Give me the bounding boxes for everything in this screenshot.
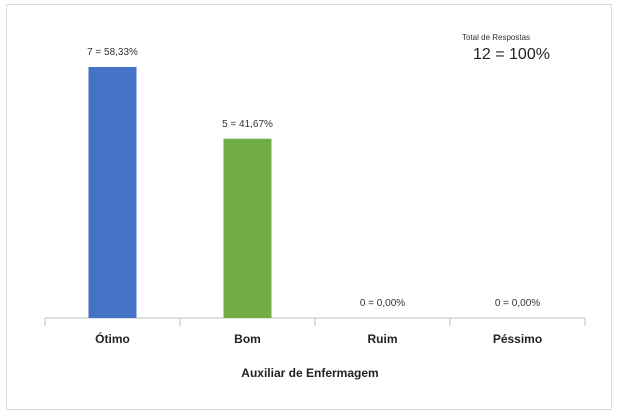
category-label: Ruim (367, 332, 398, 346)
category-label: Bom (234, 332, 261, 346)
data-label: 5 = 41,67% (222, 118, 273, 130)
category-label: Péssimo (492, 332, 543, 346)
data-label: 7 = 58,33% (87, 47, 138, 58)
total-value: 12 = 100% (473, 46, 550, 63)
category-label: Ótimo (95, 332, 130, 346)
bar-0 (88, 67, 137, 318)
data-label: 0 = 0,00% (359, 298, 406, 309)
x-axis-title: Auxiliar de Enfermagem (241, 366, 379, 380)
data-label: 0 = 0,00% (494, 298, 541, 309)
total-caption: Total de Respostas (462, 33, 531, 42)
bar-1 (223, 138, 272, 318)
